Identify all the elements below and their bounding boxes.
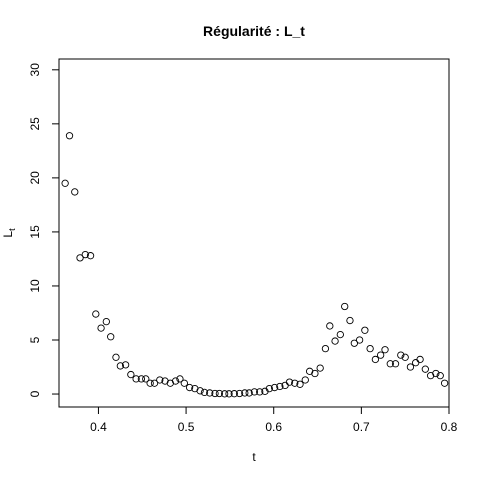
x-tick-label: 0.4 [90,420,107,434]
y-tick-label: 10 [28,279,42,293]
x-tick-label: 0.6 [265,420,282,434]
y-tick-label: 15 [28,225,42,239]
chart-title: Régularité : L_t [203,23,305,39]
x-tick-label: 0.8 [441,420,458,434]
y-tick-label: 0 [28,390,42,397]
x-tick-label: 0.7 [353,420,370,434]
x-tick-label: 0.5 [178,420,195,434]
y-tick-label: 20 [28,171,42,185]
y-tick-label: 30 [28,63,42,77]
y-tick-label: 5 [28,336,42,343]
y-tick-label: 25 [28,117,42,131]
